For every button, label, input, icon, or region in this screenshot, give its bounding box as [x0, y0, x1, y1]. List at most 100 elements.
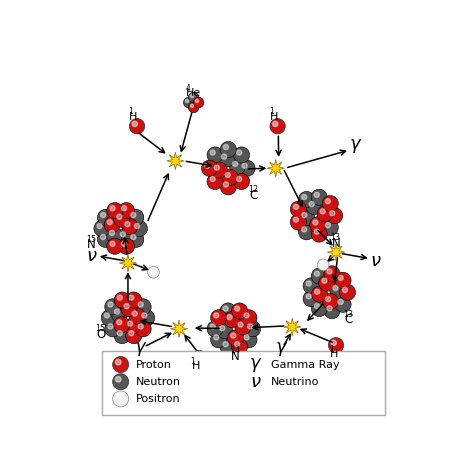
Circle shape — [333, 285, 338, 291]
Circle shape — [114, 211, 130, 227]
Circle shape — [100, 212, 106, 218]
Text: N: N — [231, 350, 240, 363]
Circle shape — [311, 286, 328, 302]
Circle shape — [325, 223, 330, 228]
Circle shape — [228, 330, 244, 346]
Circle shape — [108, 302, 113, 307]
Circle shape — [320, 209, 325, 214]
Circle shape — [317, 206, 333, 222]
Circle shape — [290, 214, 306, 230]
Circle shape — [324, 266, 340, 282]
Circle shape — [328, 337, 344, 353]
Circle shape — [185, 99, 189, 102]
Text: 1: 1 — [328, 345, 333, 354]
Circle shape — [150, 268, 154, 273]
Text: H: H — [129, 112, 137, 122]
Circle shape — [110, 206, 115, 211]
Circle shape — [314, 192, 319, 197]
Circle shape — [132, 121, 137, 127]
Text: N: N — [87, 238, 96, 251]
Circle shape — [129, 308, 145, 324]
Circle shape — [229, 158, 246, 174]
Circle shape — [98, 210, 114, 226]
Text: Neutron: Neutron — [136, 377, 181, 387]
Circle shape — [335, 272, 351, 288]
Circle shape — [220, 338, 236, 355]
Circle shape — [322, 278, 327, 283]
Circle shape — [107, 238, 123, 254]
Circle shape — [111, 306, 128, 322]
Circle shape — [113, 374, 128, 390]
Circle shape — [311, 189, 327, 205]
Circle shape — [327, 208, 343, 224]
Text: 13: 13 — [330, 233, 340, 242]
Circle shape — [219, 326, 225, 331]
Circle shape — [338, 299, 343, 304]
Circle shape — [234, 173, 250, 190]
Text: $\nu$: $\nu$ — [250, 373, 262, 391]
Circle shape — [210, 310, 227, 326]
Circle shape — [207, 321, 223, 337]
Circle shape — [101, 310, 117, 326]
Circle shape — [205, 163, 210, 168]
Circle shape — [241, 310, 257, 326]
Circle shape — [293, 217, 299, 222]
Circle shape — [125, 318, 141, 334]
Circle shape — [210, 150, 215, 155]
Text: 13: 13 — [343, 310, 353, 319]
Polygon shape — [283, 318, 301, 336]
Circle shape — [239, 160, 255, 176]
Circle shape — [107, 219, 112, 225]
Polygon shape — [119, 255, 137, 272]
Text: 1: 1 — [128, 107, 133, 116]
Circle shape — [225, 173, 230, 178]
Circle shape — [105, 321, 121, 337]
Circle shape — [217, 323, 233, 339]
Circle shape — [191, 104, 194, 108]
Circle shape — [238, 322, 243, 327]
Circle shape — [244, 313, 249, 318]
Circle shape — [311, 301, 328, 317]
Text: H: H — [330, 349, 338, 359]
Circle shape — [223, 342, 228, 347]
Text: Neutrino: Neutrino — [271, 377, 319, 387]
Text: 15: 15 — [95, 324, 105, 333]
Circle shape — [235, 306, 240, 311]
Circle shape — [231, 303, 247, 319]
Text: Proton: Proton — [136, 360, 172, 370]
Circle shape — [233, 161, 237, 166]
Circle shape — [222, 169, 238, 185]
Circle shape — [114, 292, 130, 308]
Text: 15: 15 — [86, 235, 96, 244]
Circle shape — [306, 199, 322, 215]
Circle shape — [219, 151, 235, 167]
Circle shape — [311, 268, 328, 284]
Circle shape — [290, 201, 306, 217]
Circle shape — [210, 332, 227, 348]
Text: H: H — [191, 361, 200, 372]
Circle shape — [116, 393, 121, 399]
Circle shape — [235, 319, 251, 335]
Circle shape — [135, 321, 151, 337]
Text: O: O — [96, 328, 105, 341]
Text: $\gamma$: $\gamma$ — [274, 340, 288, 358]
Circle shape — [310, 217, 326, 233]
Circle shape — [125, 221, 130, 227]
Circle shape — [247, 324, 253, 329]
Circle shape — [314, 229, 319, 234]
Circle shape — [211, 162, 227, 178]
Circle shape — [188, 102, 199, 113]
Circle shape — [214, 313, 219, 318]
Circle shape — [293, 204, 299, 210]
Polygon shape — [167, 152, 184, 170]
Circle shape — [118, 202, 135, 219]
Circle shape — [335, 296, 351, 312]
Circle shape — [311, 226, 327, 242]
Circle shape — [325, 199, 330, 204]
Circle shape — [210, 176, 215, 182]
Circle shape — [270, 118, 285, 134]
Text: C: C — [249, 189, 258, 202]
Circle shape — [327, 306, 332, 311]
Circle shape — [319, 261, 324, 265]
Circle shape — [299, 191, 315, 208]
